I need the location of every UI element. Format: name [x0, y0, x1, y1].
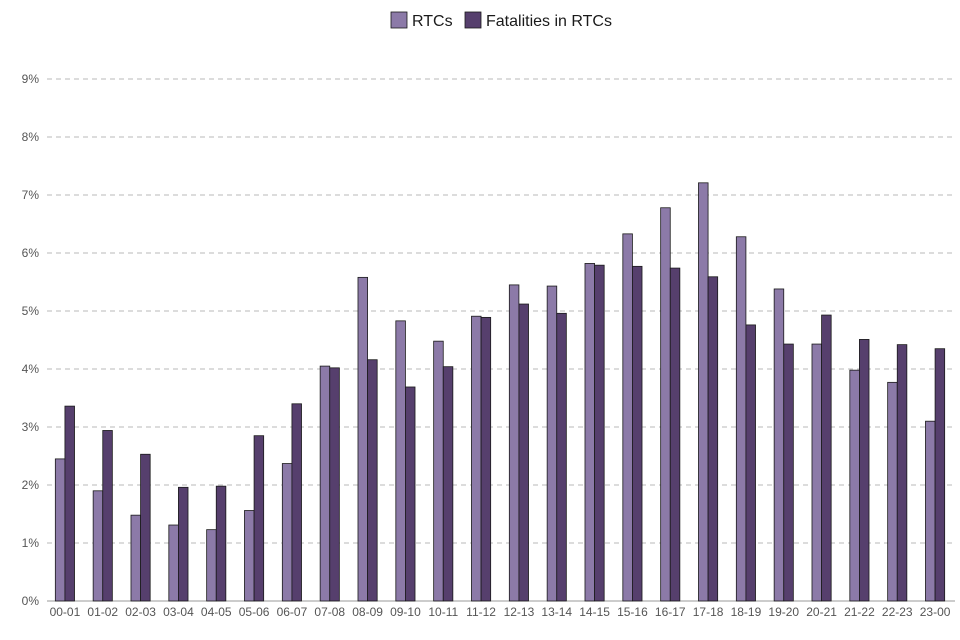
bar-rtcs — [508, 284, 520, 602]
bar-rtcs — [698, 182, 709, 602]
bar-fatalities — [367, 359, 378, 602]
legend-item-rtcs: RTCs — [390, 11, 453, 30]
bar-rtcs — [811, 343, 822, 602]
bar-rtcs — [244, 510, 255, 602]
bar-fatalities — [783, 343, 794, 602]
legend-swatch — [390, 11, 408, 29]
x-tick-label: 08-09 — [352, 605, 383, 619]
x-tick-label: 10-11 — [428, 605, 458, 619]
bar-fatalities — [556, 312, 567, 602]
x-tick-label: 02-03 — [125, 605, 156, 619]
x-tick-label: 09-10 — [390, 605, 421, 619]
bar-fatalities — [480, 316, 492, 602]
bar-rtcs — [281, 463, 293, 602]
bar-fatalities — [405, 386, 416, 602]
bar-fatalities — [442, 366, 454, 602]
bars — [54, 182, 946, 602]
x-tick-label: 06-07 — [277, 605, 308, 619]
x-tick-label: 19-20 — [768, 605, 799, 619]
bar-fatalities — [253, 435, 265, 602]
bar-fatalities — [632, 265, 643, 602]
y-tick-label: 4% — [22, 362, 40, 376]
legend-item-fatalities: Fatalities in RTCs — [464, 11, 612, 30]
legend-label: Fatalities in RTCs — [486, 13, 612, 30]
bar-fatalities — [745, 324, 756, 602]
bar-fatalities — [178, 486, 189, 602]
y-tick-label: 1% — [22, 536, 40, 550]
bar-fatalities — [215, 485, 227, 602]
bar-rtcs — [395, 320, 406, 602]
x-tick-label: 20-21 — [806, 605, 837, 619]
x-tick-label: 04-05 — [201, 605, 232, 619]
y-tick-label: 9% — [22, 72, 40, 86]
x-tick-label: 07-08 — [314, 605, 345, 619]
legend-swatch — [464, 11, 482, 29]
bar-fatalities — [821, 314, 832, 602]
bar-fatalities — [934, 348, 946, 602]
bar-rtcs — [206, 529, 217, 602]
y-axis-ticks: 0% 1% 2% 3% 4% 5% 6% 7% 8% 9% — [22, 72, 40, 608]
bar-rtcs — [887, 381, 898, 602]
bar-rtcs — [622, 233, 633, 602]
y-tick-label: 2% — [22, 478, 40, 492]
x-tick-label: 05-06 — [239, 605, 270, 619]
bar-rtcs — [168, 524, 179, 602]
bar-rtcs — [471, 315, 482, 602]
x-tick-label: 15-16 — [617, 605, 648, 619]
bar-rtcs — [433, 340, 444, 602]
bar-fatalities — [669, 267, 681, 602]
x-tick-label: 12-13 — [504, 605, 535, 619]
gridlines — [47, 78, 955, 602]
x-tick-label: 11-12 — [466, 605, 496, 619]
bar-fatalities — [102, 430, 113, 602]
x-axis-ticks: 00-01 01-02 02-03 03-04 04-05 05-06 06-07 07-08… — [50, 605, 951, 619]
legend: RTCs Fatalities in RTCs — [390, 11, 612, 30]
y-tick-label: 8% — [22, 130, 40, 144]
x-tick-label: 16-17 — [655, 605, 686, 619]
bar-rtcs — [546, 285, 558, 602]
bar-fatalities — [64, 405, 75, 602]
y-tick-label: 7% — [22, 188, 40, 202]
bar-fatalities — [859, 339, 870, 602]
x-tick-label: 18-19 — [731, 605, 762, 619]
bar-rtcs — [357, 276, 368, 602]
bar-rtcs — [849, 369, 860, 602]
bar-rtcs — [130, 514, 141, 602]
x-tick-label: 03-04 — [163, 605, 194, 619]
y-tick-label: 3% — [22, 420, 40, 434]
y-tick-label: 5% — [22, 304, 40, 318]
x-tick-label: 14-15 — [579, 605, 610, 619]
y-tick-label: 0% — [22, 594, 40, 608]
bar-rtcs — [584, 263, 595, 602]
bar-fatalities — [291, 403, 302, 602]
x-tick-label: 13-14 — [541, 605, 572, 619]
y-tick-label: 6% — [22, 246, 40, 260]
bar-fatalities — [140, 453, 151, 602]
bar-rtcs — [925, 420, 936, 602]
bar-rtcs — [92, 490, 104, 602]
bar-rtcs — [773, 288, 785, 602]
bar-fatalities — [329, 367, 340, 602]
bar-fatalities — [518, 303, 529, 602]
x-tick-label: 00-01 — [50, 605, 81, 619]
bar-fatalities — [707, 276, 719, 602]
x-tick-label: 01-02 — [87, 605, 118, 619]
x-tick-label: 17-18 — [693, 605, 724, 619]
x-tick-label: 21-22 — [844, 605, 875, 619]
bar-fatalities — [594, 264, 605, 602]
bar-rtcs — [735, 236, 747, 602]
bar-fatalities — [896, 344, 908, 602]
bar-rtcs — [660, 207, 671, 602]
legend-label: RTCs — [412, 13, 453, 30]
x-tick-label: 23-00 — [920, 605, 951, 619]
x-tick-label: 22-23 — [882, 605, 913, 619]
bar-rtcs — [319, 365, 331, 602]
bar-rtcs — [54, 458, 66, 602]
